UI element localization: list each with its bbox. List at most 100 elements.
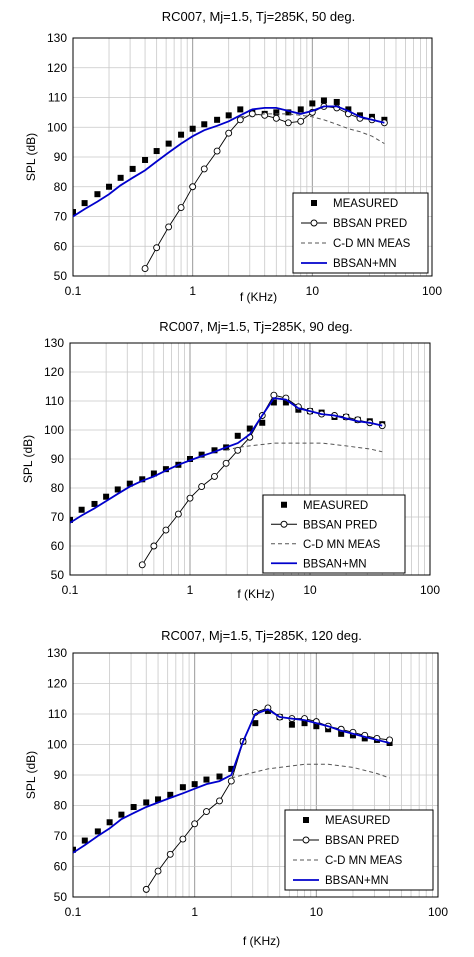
y-tick-label: 130 <box>44 336 64 350</box>
measured-point <box>234 432 241 439</box>
legend-symbol-measured <box>303 817 309 823</box>
y-tick-label: 50 <box>54 269 68 283</box>
bbsan-pred-point <box>216 797 223 805</box>
y-tick-label: 60 <box>54 860 68 874</box>
x-tick-label: 10 <box>306 284 320 298</box>
x-tick-label: 1 <box>187 583 194 597</box>
legend-label: BBSAN PRED <box>333 218 407 230</box>
bbsan-pred-point <box>227 777 235 785</box>
y-tick-label: 100 <box>47 120 67 134</box>
bbsan-pred-point <box>177 204 185 212</box>
bbsan-pred-point <box>213 147 221 155</box>
x-axis-label: f (KHz) <box>237 587 274 601</box>
legend-label: C-D MN MEAS <box>303 539 381 551</box>
y-tick-label: 60 <box>54 239 68 253</box>
bbsan-pred-point <box>138 561 146 569</box>
bbsan-pred-point <box>153 244 161 252</box>
measured-point <box>81 837 88 844</box>
bbsan-mn-line <box>70 397 383 524</box>
y-axis-label: SPL (dB) <box>21 435 35 483</box>
y-tick-label: 50 <box>51 568 65 582</box>
bbsan-pred-point <box>284 119 292 127</box>
chart-title: RC007, Mj=1.5, Tj=285K, 120 deg. <box>161 628 362 643</box>
measured-point <box>94 191 101 198</box>
legend-symbol-bbsan-pred-point <box>302 836 310 844</box>
measured-point <box>211 447 218 454</box>
measured-point <box>155 796 162 803</box>
x-tick-label: 100 <box>428 905 448 919</box>
plot-frame <box>69 342 431 576</box>
series-group <box>73 704 394 893</box>
bbsan-pred-point <box>141 265 149 273</box>
cd-mn-meas-line <box>240 113 385 145</box>
measured-point <box>203 776 210 783</box>
bbsan-pred-point <box>150 542 158 550</box>
measured-point <box>94 828 101 835</box>
y-tick-label: 90 <box>54 150 68 164</box>
bbsan-pred-point <box>211 472 218 480</box>
y-tick-label: 110 <box>48 707 67 721</box>
measured-point <box>282 399 289 406</box>
cd-mn-meas-line <box>225 442 383 453</box>
measured-point <box>320 97 327 104</box>
x-tick-label: 100 <box>422 284 442 298</box>
measured-point <box>129 165 136 172</box>
bbsan-pred-point <box>234 446 242 454</box>
bbsan-pred-point <box>191 820 199 828</box>
measured-point <box>228 765 235 772</box>
bbsan-pred-point <box>174 510 182 518</box>
legend-label: BBSAN+MN <box>303 558 367 570</box>
bbsan-pred-point <box>222 459 230 467</box>
measured-point <box>191 781 198 788</box>
legend-symbol-measured <box>311 200 317 206</box>
legend-label: C-D MN MEAS <box>333 238 411 250</box>
legend-symbol-bbsan-pred-point <box>280 520 288 528</box>
legend-box <box>292 192 429 274</box>
legend-label: BBSAN+MN <box>325 875 389 887</box>
legend-label: MEASURED <box>333 198 398 210</box>
measured-point <box>142 156 149 163</box>
measured-point <box>78 506 85 513</box>
measured-point <box>165 140 172 147</box>
y-tick-label: 110 <box>48 91 67 105</box>
chart-title: RC007, Mj=1.5, Tj=285K, 50 deg. <box>162 9 355 24</box>
x-tick-label: 0.1 <box>65 284 82 298</box>
measured-point <box>126 480 133 487</box>
measured-point <box>333 98 340 105</box>
measured-point <box>70 516 73 523</box>
y-axis-label: SPL (dB) <box>24 133 38 181</box>
legend: MEASURED BBSAN PRED C-D MN MEAS BBSAN+MN <box>284 809 434 891</box>
measured-point <box>270 399 277 406</box>
legend-label: MEASURED <box>303 500 368 512</box>
series-group <box>70 391 386 569</box>
measured-point <box>285 109 292 116</box>
y-tick-label: 90 <box>54 768 68 782</box>
bbsan-pred-point <box>189 183 197 191</box>
x-tick-label: 100 <box>420 583 440 597</box>
y-tick-label: 130 <box>47 646 67 660</box>
measured-point <box>225 112 232 119</box>
bbsan-pred-point <box>225 129 233 137</box>
legend-label: BBSAN+MN <box>333 258 397 270</box>
y-tick-label: 120 <box>44 365 64 379</box>
measured-point <box>187 456 193 462</box>
measured-point <box>297 106 304 113</box>
measured-point <box>139 476 146 483</box>
measured-point <box>73 846 76 853</box>
legend: MEASURED BBSAN PRED C-D MN MEAS BBSAN+MN <box>262 494 406 574</box>
bbsan-pred-point <box>165 223 173 231</box>
legend-label: MEASURED <box>325 815 390 827</box>
measured-point <box>189 125 196 132</box>
y-tick-label: 90 <box>51 452 65 466</box>
x-tick-label: 0.1 <box>65 905 82 919</box>
measured-point <box>91 500 98 507</box>
measured-point <box>103 493 110 500</box>
measured-point <box>237 106 244 113</box>
measured-point <box>259 419 266 426</box>
legend-symbol-bbsan-pred-point <box>310 219 318 227</box>
measured-point <box>198 451 205 458</box>
measured-point <box>81 200 88 207</box>
x-tick-label: 10 <box>303 583 317 597</box>
legend-symbol-measured <box>281 501 287 508</box>
